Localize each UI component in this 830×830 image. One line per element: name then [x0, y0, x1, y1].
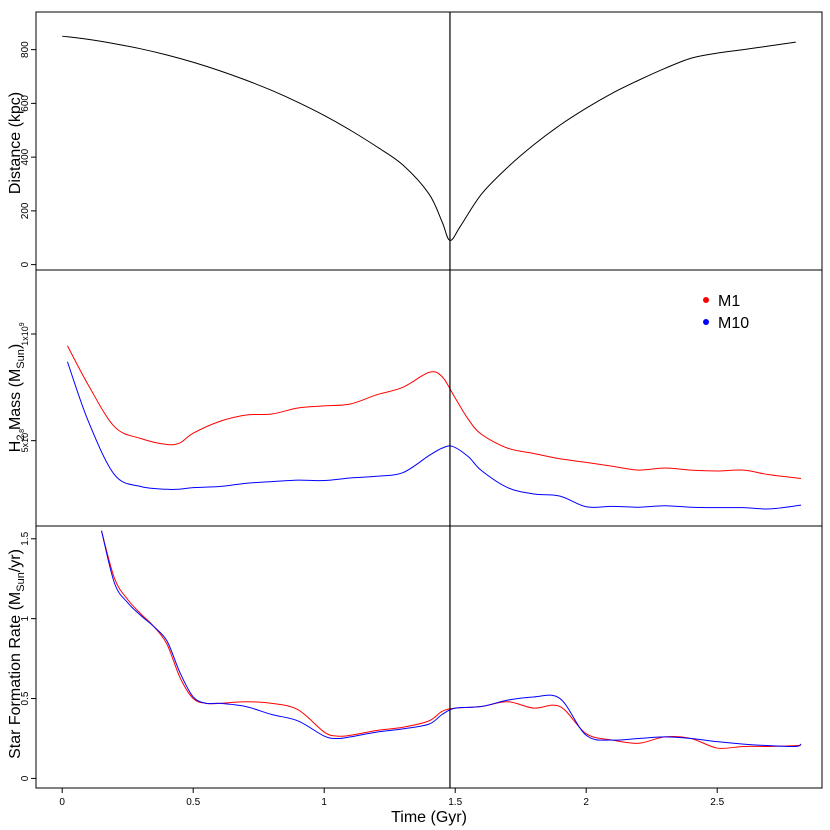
series-line-distance — [62, 35, 796, 241]
legend-marker-m1 — [703, 297, 709, 303]
y-tick-label: 1.5 — [20, 531, 31, 545]
series-line-m10 — [101, 530, 802, 748]
y-tick-label: 1 — [20, 615, 31, 621]
ylabel-sfr-sub: Sun — [15, 572, 27, 592]
plot-frame — [35, 525, 823, 789]
y-tick-label: 5x108 — [19, 429, 30, 453]
series-line-m1 — [66, 345, 802, 479]
ylabel-sfr: Star Formation Rate (MSun/yr) — [7, 549, 27, 759]
y-tick-label: 200 — [20, 202, 31, 219]
y-tick-label: 800 — [20, 41, 31, 58]
x-tick-label: 1.5 — [448, 797, 462, 808]
ylabel-h2-rest: Mass (M — [7, 369, 24, 435]
y-tick-label: 0 — [20, 775, 31, 781]
series-line-m10 — [66, 361, 802, 510]
x-tick-label: 1 — [321, 797, 327, 808]
panel-star-formation-rate: 0 0.5 1 1.5 0 0.5 1 1.5 2 2.5 — [20, 525, 823, 808]
ylabel-h2-end: ) — [7, 344, 24, 349]
ylabel-sfr-end: /yr) — [7, 549, 24, 572]
y-tick-label-base: 5x10 — [20, 433, 30, 453]
y-tick-label: 0 — [20, 261, 31, 267]
y-tick-label: 600 — [20, 95, 31, 112]
ylabel-h2-mass: H2 Mass (MSun) — [7, 344, 27, 452]
legend-label-m10: M10 — [718, 315, 749, 332]
legend-marker-m10 — [703, 319, 709, 325]
ylabel-sfr-main: Star Formation Rate (M — [7, 592, 24, 759]
legend-label-m1: M1 — [718, 293, 740, 310]
x-tick-label: 2.5 — [710, 797, 724, 808]
y-tick-label: 400 — [20, 148, 31, 165]
series-line-m1 — [101, 530, 802, 749]
ylabel-distance: Distance (kpc) — [7, 92, 24, 194]
x-tick-label: 0.5 — [186, 797, 200, 808]
ylabel-h2-sub: 2 — [15, 435, 27, 441]
ylabel-h2-sub2: Sun — [15, 349, 27, 369]
xlabel: Time (Gyr) — [391, 809, 467, 826]
y-tick-label: 0.5 — [20, 691, 31, 705]
x-tick-label: 2 — [583, 797, 589, 808]
ylabel-h2-main: H — [7, 441, 24, 453]
y-tick-label-exponent: 9 — [19, 322, 26, 326]
x-tick-label: 0 — [59, 797, 65, 808]
y-tick-label-base: 1x10 — [20, 326, 30, 346]
y-tick-label: 1x109 — [19, 322, 30, 346]
y-tick-label-exponent: 8 — [19, 429, 26, 433]
